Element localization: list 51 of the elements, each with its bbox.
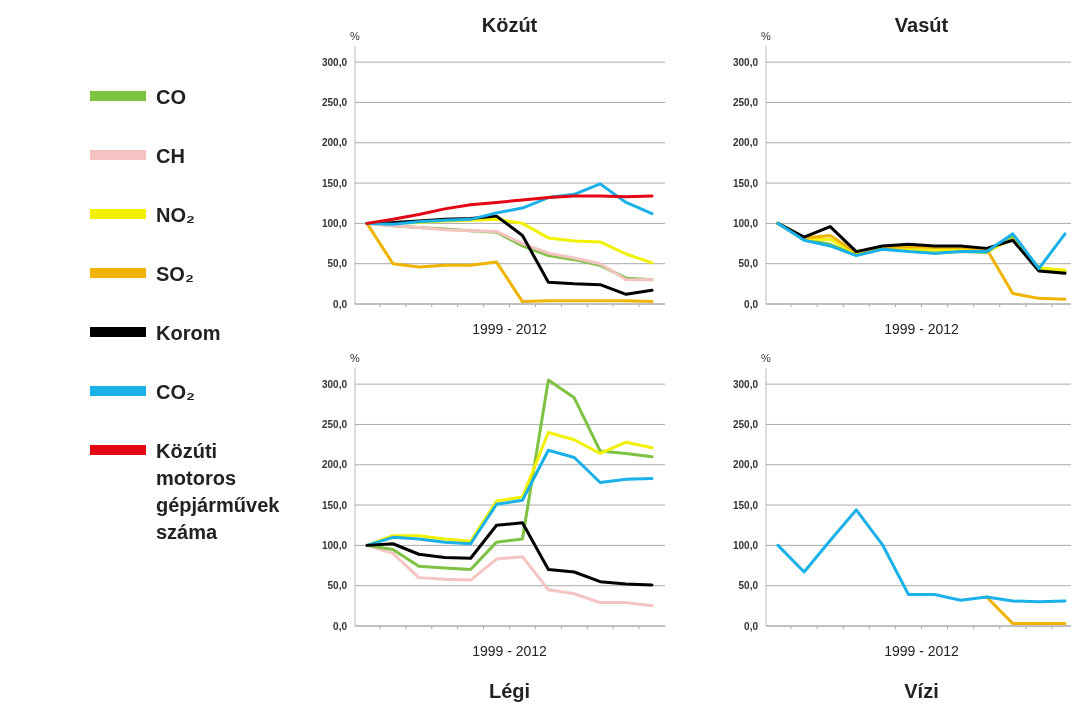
y-axis-title: %: [761, 352, 772, 364]
y-tick-label: 150,0: [732, 177, 759, 189]
y-tick-label: 300,0: [321, 378, 348, 390]
legend-label: CO₂: [156, 381, 195, 403]
y-tick-label: 200,0: [321, 459, 348, 471]
y-tick-label: 200,0: [732, 137, 759, 149]
line-series: [776, 508, 1067, 604]
y-axis-title: %: [761, 30, 772, 42]
y-tick-label: 0,0: [744, 298, 759, 310]
y-tick-label: 50,0: [738, 580, 759, 592]
legend-label: CH: [156, 145, 185, 167]
y-tick-label: 300,0: [732, 56, 759, 68]
legend-label: Korom: [156, 322, 221, 344]
line-series: [365, 521, 654, 587]
y-axis-title: %: [350, 352, 361, 364]
y-tick-label: 250,0: [321, 418, 348, 430]
text: Vízi: [904, 680, 939, 702]
y-tick-label: 50,0: [738, 258, 759, 270]
y-tick-label: 100,0: [321, 217, 348, 229]
y-tick-label: 150,0: [321, 499, 348, 511]
y-tick-label: 0,0: [333, 298, 348, 310]
y-tick-label: 50,0: [327, 258, 348, 270]
y-tick-label: 250,0: [321, 96, 348, 108]
x-axis-title: 1999 - 2012: [472, 321, 548, 337]
y-tick-label: 150,0: [321, 177, 348, 189]
y-tick-label: 200,0: [321, 137, 348, 149]
line-series: [365, 221, 654, 304]
y-tick-label: 250,0: [732, 418, 759, 430]
y-tick-label: 0,0: [333, 620, 348, 632]
y-tick-label: 100,0: [732, 217, 759, 229]
chart-title: Közút: [481, 14, 538, 36]
legend-label: CO: [156, 86, 186, 108]
y-axis-title: %: [350, 30, 361, 42]
y-tick-label: 200,0: [732, 459, 759, 471]
y-tick-label: 100,0: [732, 539, 759, 551]
legend-label: Közúti motoros gépjárművek száma: [156, 440, 281, 543]
y-tick-label: 250,0: [732, 96, 759, 108]
line-series: [365, 194, 654, 225]
y-tick-label: 100,0: [321, 539, 348, 551]
x-axis-title: 1999 - 2012: [884, 643, 960, 659]
x-axis-title: 1999 - 2012: [472, 643, 548, 659]
y-tick-label: 300,0: [321, 56, 348, 68]
x-axis-title: 1999 - 2012: [884, 321, 960, 337]
chart-title: Vasút: [894, 14, 949, 36]
text: Légi: [488, 680, 531, 702]
y-tick-label: 300,0: [732, 378, 759, 390]
legend-label: NO₂: [156, 204, 195, 226]
legend-label: SO₂: [156, 263, 194, 285]
y-tick-label: 0,0: [744, 620, 759, 632]
y-tick-label: 150,0: [732, 499, 759, 511]
y-tick-label: 50,0: [327, 580, 348, 592]
